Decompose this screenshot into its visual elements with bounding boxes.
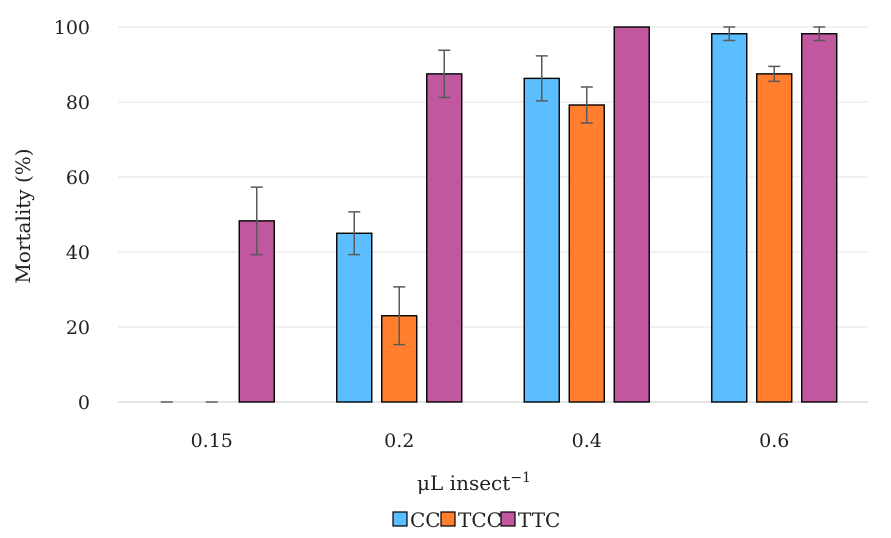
legend-label-cc: CC: [410, 508, 441, 532]
x-tick-label: 0.4: [572, 430, 602, 452]
bar-tcc-0.6: [756, 73, 793, 403]
error-bar-cc-0.6: [723, 26, 736, 42]
y-axis-title: Mortality (%): [11, 148, 35, 283]
error-bar-tcc-0.6: [768, 65, 781, 83]
y-tick-label: 80: [66, 92, 90, 114]
y-tick-label: 0: [78, 392, 90, 414]
error-bar-cc-0.4: [535, 55, 548, 102]
x-axis-title: μL insect−1: [417, 470, 531, 495]
error-bar-ttc-0.15: [250, 186, 263, 256]
legend-swatch-tcc: [440, 511, 456, 527]
x-tick-label: 0.15: [191, 430, 233, 452]
error-bar-ttc-0.6: [813, 26, 826, 42]
x-tick-label: 0.6: [759, 430, 789, 452]
legend-swatch-cc: [392, 511, 408, 527]
y-tick-label: 60: [66, 167, 90, 189]
x-axis-title-main: μL insect: [417, 471, 510, 495]
bar-cc-0.6: [711, 33, 748, 403]
error-bar-ttc-0.2: [438, 49, 451, 99]
bar-ttc-0.4: [613, 26, 650, 403]
bar-ttc-0.2: [426, 73, 463, 403]
error-bar-tcc-0.4: [580, 86, 593, 124]
bar-cc-0.2: [336, 232, 373, 403]
y-tick-label: 40: [66, 242, 90, 264]
error-bars: [250, 26, 826, 346]
x-tick-label: 0.2: [384, 430, 414, 452]
x-axis-title-superscript: −1: [510, 470, 531, 486]
gridlines: [118, 26, 868, 403]
bar-tcc-0.4: [568, 104, 605, 403]
bar-cc-0.4: [523, 77, 560, 403]
y-tick-labels: 0 20 40 60 80 100: [54, 17, 90, 414]
x-tick-labels: 0.15 0.2 0.4 0.6: [191, 430, 790, 452]
error-bar-cc-0.2: [348, 211, 361, 256]
legend: CC TCC TTC: [392, 508, 560, 532]
y-tick-label: 20: [66, 317, 90, 339]
legend-label-ttc: TTC: [518, 508, 560, 532]
bars: [160, 26, 838, 403]
legend-swatch-ttc: [500, 511, 516, 527]
error-bar-tcc-0.2: [393, 286, 406, 346]
bar-ttc-0.6: [801, 33, 838, 403]
y-tick-label: 100: [54, 17, 90, 39]
legend-label-tcc: TCC: [458, 508, 502, 532]
